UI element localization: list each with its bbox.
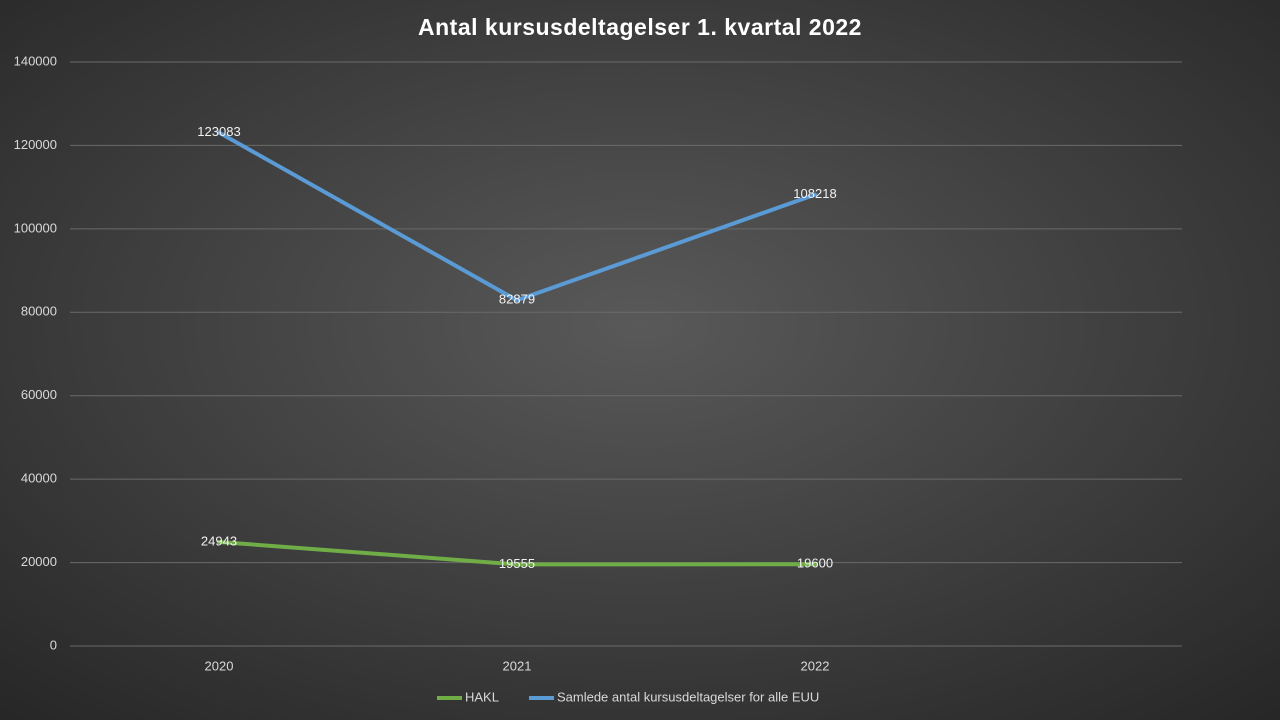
data-label: 19555	[499, 556, 535, 571]
data-label: 108218	[793, 186, 836, 201]
legend-label: Samlede antal kursusdeltagelser for alle…	[557, 689, 819, 704]
series-line	[217, 539, 817, 567]
legend-label: HAKL	[465, 689, 499, 704]
y-tick-label: 60000	[21, 387, 57, 402]
x-tick-label: 2022	[801, 658, 830, 673]
data-label: 123083	[197, 124, 240, 139]
series-line	[217, 130, 817, 303]
y-tick-label: 100000	[14, 220, 57, 235]
y-tick-label: 0	[50, 637, 57, 652]
y-tick-label: 120000	[14, 137, 57, 152]
data-label: 82879	[499, 292, 535, 307]
y-tick-label: 20000	[21, 554, 57, 569]
y-tick-label: 40000	[21, 471, 57, 486]
y-tick-label: 80000	[21, 304, 57, 319]
y-tick-label: 140000	[14, 53, 57, 68]
x-tick-label: 2020	[205, 658, 234, 673]
chart-title: Antal kursusdeltagelser 1. kvartal 2022	[418, 14, 862, 40]
x-tick-label: 2021	[503, 658, 532, 673]
data-label: 24943	[201, 533, 237, 548]
data-label: 19600	[797, 556, 833, 571]
